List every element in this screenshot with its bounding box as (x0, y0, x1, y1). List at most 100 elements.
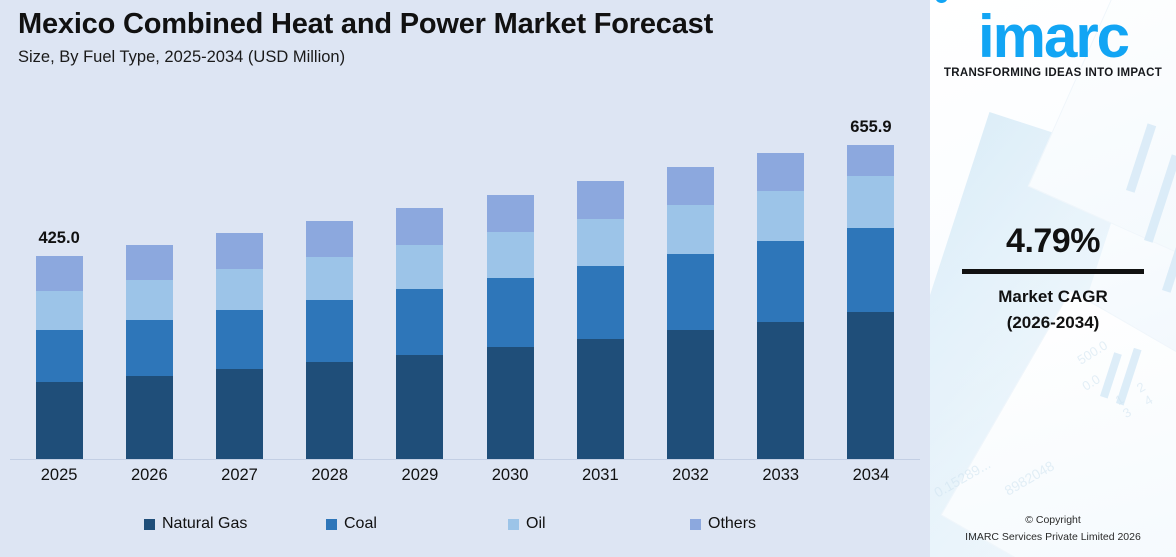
bar-stack[interactable] (35, 255, 83, 460)
bar-stack[interactable] (125, 244, 173, 460)
bar-group[interactable]: 524.5 (375, 100, 465, 460)
bar-segment-coal[interactable] (486, 277, 534, 347)
legend-item-label: Coal (344, 515, 377, 532)
bar-segment-oil[interactable] (396, 244, 444, 289)
copyright-block: © Copyright IMARC Services Private Limit… (930, 512, 1176, 545)
title-block: Mexico Combined Heat and Power Market Fo… (18, 8, 713, 67)
bar-group[interactable]: 609.7 (645, 100, 735, 460)
x-axis-tick-label: 2031 (581, 466, 619, 484)
bar-segment-coal[interactable] (306, 299, 354, 362)
imarc-tagline: TRANSFORMING IDEAS INTO IMPACT (943, 67, 1163, 79)
x-axis-tick-label: 2030 (491, 466, 529, 484)
x-axis-tick-label: 2026 (130, 466, 168, 484)
bar-segment-coal[interactable] (35, 329, 83, 383)
bar-segment-coal[interactable] (396, 288, 444, 355)
bar-group[interactable]: 640.2 (736, 100, 826, 460)
bar-segment-coal[interactable] (216, 310, 263, 370)
cagr-divider (962, 269, 1144, 274)
bar-stack[interactable] (757, 152, 805, 460)
legend-item-label: Oil (526, 515, 546, 532)
bar-group[interactable]: 580.2 (555, 100, 645, 460)
legend-swatch-icon (690, 518, 701, 530)
bar-segment-coal[interactable] (847, 227, 895, 313)
bar-segment-others[interactable] (396, 208, 444, 245)
bar-segment-natural-gas[interactable] (847, 312, 895, 460)
bar-segment-others[interactable] (667, 167, 715, 205)
bar-segment-natural-gas[interactable] (576, 338, 624, 460)
brand-panel: 500.0 0.0 1 2 3 4 0.15289... 8982048 ima… (930, 0, 1176, 557)
legend-item-others[interactable]: Others (690, 515, 872, 533)
bar-segment-others[interactable] (35, 255, 83, 291)
copyright-line-2: IMARC Services Private Limited 2026 (965, 530, 1141, 543)
bar-segment-others[interactable] (757, 152, 805, 191)
legend-swatch-icon (508, 518, 519, 530)
bar-segment-oil[interactable] (847, 175, 895, 228)
bar-stack[interactable] (306, 220, 354, 460)
bar-stack[interactable] (216, 233, 263, 460)
imarc-dot-icon (935, 0, 948, 3)
page-title: Mexico Combined Heat and Power Market Fo… (18, 8, 714, 40)
bar-segment-others[interactable] (847, 145, 895, 176)
bar-segment-oil[interactable] (35, 290, 83, 330)
bar-group[interactable]: 498.1 (285, 100, 375, 460)
legend-item-coal[interactable]: Coal (326, 515, 508, 533)
bar-segment-natural-gas[interactable] (667, 330, 715, 460)
bar-segment-others[interactable] (486, 195, 534, 232)
bar-segment-others[interactable] (306, 220, 354, 257)
bar-segment-oil[interactable] (125, 279, 173, 321)
bar-group[interactable]: 425.0 (14, 100, 104, 460)
chart-panel: Mexico Combined Heat and Power Market Fo… (10, 8, 920, 533)
bar-segment-natural-gas[interactable] (306, 361, 354, 460)
legend-item-label: Others (708, 515, 757, 532)
legend-item-natural-gas[interactable]: Natural Gas (144, 515, 326, 533)
bar-segment-natural-gas[interactable] (125, 375, 173, 460)
bar-segment-coal[interactable] (757, 240, 805, 322)
chart-legend: Natural Gas Coal Oil Others (14, 515, 916, 533)
bar-value-label: 655.9 (850, 118, 892, 136)
copyright-line-1: © Copyright (1025, 514, 1081, 527)
bar-segment-coal[interactable] (576, 265, 624, 339)
legend-item-label: Natural Gas (162, 515, 248, 532)
bar-segment-natural-gas[interactable] (35, 382, 83, 460)
legend-item-oil[interactable]: Oil (508, 515, 690, 533)
bar-segment-natural-gas[interactable] (757, 321, 805, 460)
bar-segment-oil[interactable] (667, 204, 715, 254)
legend-swatch-icon (326, 518, 337, 530)
bar-segment-others[interactable] (125, 244, 173, 280)
bar-stack[interactable] (667, 167, 715, 460)
bar-stack[interactable] (847, 145, 895, 460)
imarc-logo-wordmark: imarc (977, 3, 1130, 70)
x-axis-labels: 2025 2026 2027 2028 2029 2030 2031 2032 2033 2034 (14, 466, 916, 485)
bar-segment-oil[interactable] (757, 190, 805, 241)
bar-value-label: 425.0 (38, 228, 80, 247)
bar-groups: 425.0 448.4472.7498.1524.5551.8580.2609.7… (14, 100, 916, 460)
page-subtitle: Size, By Fuel Type, 2025-2034 (USD Milli… (18, 48, 346, 66)
bar-segment-oil[interactable] (486, 231, 534, 278)
x-axis-tick-label: 2033 (762, 466, 800, 484)
cagr-label: Market CAGR (998, 287, 1108, 306)
bar-segment-others[interactable] (216, 233, 263, 269)
bar-segment-oil[interactable] (216, 268, 263, 311)
bar-segment-natural-gas[interactable] (216, 369, 263, 460)
bar-segment-oil[interactable] (576, 218, 624, 266)
bar-segment-coal[interactable] (667, 253, 715, 331)
bar-group[interactable]: 551.8 (465, 100, 555, 460)
cagr-block: 4.79% Market CAGR (2026-2034) (930, 222, 1176, 335)
bar-group[interactable]: 472.7 (194, 100, 284, 460)
bar-segment-natural-gas[interactable] (396, 354, 444, 460)
bar-segment-natural-gas[interactable] (486, 346, 534, 460)
bar-segment-others[interactable] (576, 181, 624, 219)
legend-swatch-icon (144, 518, 155, 530)
bar-stack[interactable] (576, 181, 624, 460)
x-axis-tick-label: 2029 (401, 466, 439, 484)
bar-group[interactable]: 448.4 (104, 100, 194, 460)
bar-group[interactable]: 655.9 (826, 100, 916, 460)
bar-stack[interactable] (396, 208, 444, 460)
bar-segment-coal[interactable] (125, 320, 173, 376)
x-axis-tick-label: 2032 (672, 466, 709, 484)
bar-stack[interactable] (486, 195, 534, 460)
x-axis-tick-label: 2025 (40, 466, 78, 484)
bar-segment-oil[interactable] (306, 256, 354, 300)
x-axis-line (10, 459, 920, 460)
